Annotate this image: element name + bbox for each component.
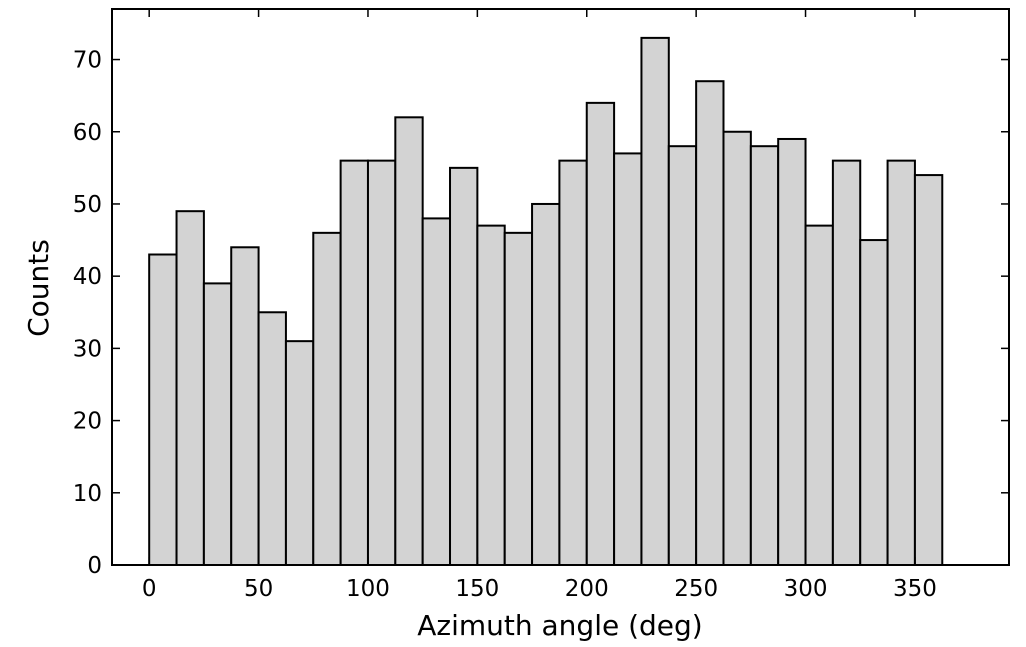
y-tick-label: 20	[73, 409, 102, 435]
x-axis-label: Azimuth angle (deg)	[417, 609, 702, 642]
y-tick-label: 70	[73, 48, 102, 74]
y-tick-label: 10	[73, 481, 102, 507]
x-tick-label: 200	[565, 576, 609, 602]
histogram-bar	[640, 36, 670, 566]
histogram-bar	[667, 145, 698, 567]
histogram-bar	[312, 231, 342, 567]
x-tick-label: 350	[893, 576, 937, 602]
histogram-bar	[202, 282, 233, 566]
histogram-bar	[695, 80, 725, 566]
histogram-bar	[777, 137, 807, 566]
x-tick-label: 0	[142, 576, 157, 602]
histogram-bar	[749, 145, 780, 567]
histogram-bar	[284, 340, 315, 567]
ticks-group	[112, 9, 1009, 566]
histogram-bar	[722, 130, 752, 567]
histogram-bar	[558, 159, 588, 567]
histogram-bar	[886, 159, 916, 567]
histogram-bar	[585, 101, 616, 567]
tick-labels-group: 0 50 100 150 200 250 300 350 0 10 20 30 40 50 60 70	[73, 48, 937, 602]
y-axis-label: Counts	[22, 239, 55, 337]
x-tick-label: 100	[346, 576, 390, 602]
y-tick-label: 0	[87, 553, 102, 579]
x-tick-label: 250	[674, 576, 718, 602]
histogram-bar	[175, 210, 205, 566]
histogram-bar	[804, 224, 834, 566]
histogram-bar	[503, 231, 534, 567]
histogram-bar	[394, 116, 424, 567]
histogram-bar	[913, 174, 944, 567]
plot-frame	[111, 8, 1010, 566]
histogram-bar	[421, 217, 452, 567]
y-tick-label: 50	[73, 192, 102, 218]
histogram-bar	[476, 224, 506, 566]
y-tick-label: 60	[73, 120, 102, 146]
x-tick-label: 50	[244, 576, 273, 602]
histogram-bar	[531, 202, 561, 567]
histogram-bar	[613, 152, 643, 566]
bars-group	[148, 36, 944, 567]
histogram-bar	[339, 159, 369, 567]
x-tick-label: 150	[455, 576, 499, 602]
histogram-bar	[859, 239, 889, 566]
y-tick-label: 30	[73, 336, 102, 362]
y-tick-label: 40	[73, 264, 102, 290]
x-tick-label: 300	[784, 576, 828, 602]
histogram-bar	[366, 159, 397, 567]
histogram-bar	[230, 246, 260, 567]
histogram-bar	[148, 253, 178, 566]
histogram-bar	[449, 166, 479, 566]
histogram-bar	[831, 159, 862, 567]
histogram-bar	[257, 311, 287, 567]
